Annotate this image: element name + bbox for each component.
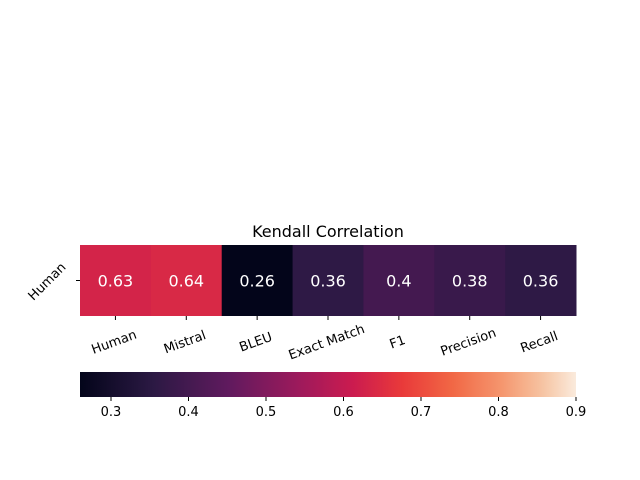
heatmap-cell [434,245,506,316]
cell-value-label: 0.38 [452,272,488,291]
x-tick-label: Exact Match [287,322,367,363]
heatmap-cell [292,245,364,316]
x-tick-label: BLEU [237,330,274,356]
x-tick-label: Precision [439,326,499,360]
cell-value-label: 0.36 [523,272,559,291]
chart-title: Kendall Correlation [252,222,404,241]
colorbar-tick-label: 0.8 [488,405,509,420]
cell-value-label: 0.4 [386,272,411,291]
cell-value-label: 0.64 [168,272,204,291]
cell-value-label: 0.36 [310,272,346,291]
x-tick-label: Human [90,328,139,358]
cell-value-label: 0.63 [98,272,134,291]
x-tick-label: F1 [388,333,408,352]
colorbar-tick-label: 0.5 [256,405,277,420]
heatmap-cell [363,245,435,316]
colorbar-tick-label: 0.7 [411,405,432,420]
colorbar-tick-label: 0.4 [178,405,199,420]
y-tick-label: Human [26,260,70,304]
heatmap-cell [80,245,152,316]
x-tick-label: Recall [519,329,561,356]
x-tick-label: Mistral [162,328,208,357]
colorbar-tick-label: 0.3 [101,405,122,420]
colorbar-tick-label: 0.6 [333,405,354,420]
heatmap-cell [221,245,294,316]
heatmap-cell [150,245,223,316]
heatmap-cell [505,245,577,316]
colorbar [80,372,576,397]
cell-value-label: 0.26 [239,272,275,291]
colorbar-tick-label: 0.9 [566,405,587,420]
